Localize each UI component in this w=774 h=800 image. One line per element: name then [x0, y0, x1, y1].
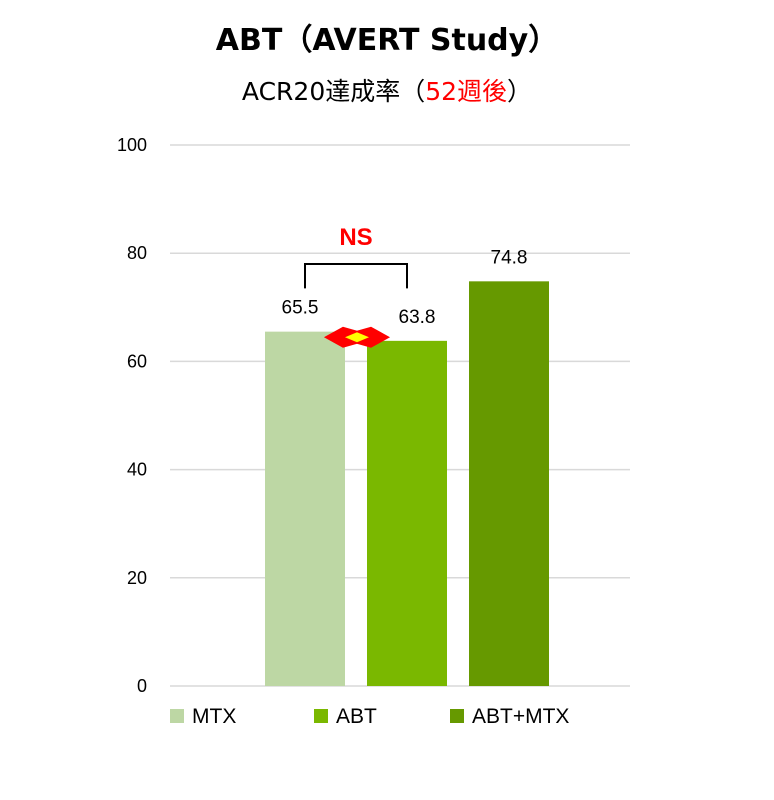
subtitle-highlight: 52週後 — [425, 77, 507, 106]
y-tick-label: 40 — [127, 460, 147, 480]
data-label: 74.8 — [491, 247, 528, 268]
legend-label: ABT+MTX — [472, 705, 569, 728]
difference-arrow-center — [345, 332, 369, 343]
data-labels: 65.5 63.8 74.8 — [282, 247, 528, 328]
significance-annotation: NS — [304, 224, 408, 348]
legend-label: ABT — [336, 705, 377, 728]
legend: MTX ABT ABT+MTX — [170, 705, 569, 728]
ns-label: NS — [339, 224, 372, 251]
significance-bracket — [304, 263, 408, 289]
y-tick-label: 80 — [127, 243, 147, 263]
y-tick-label: 0 — [137, 676, 147, 696]
data-label: 63.8 — [399, 307, 436, 328]
legend-swatch — [170, 709, 184, 723]
chart-subtitle: ACR20達成率（52週後） — [242, 77, 532, 106]
chart-title: ABT（AVERT Study） — [216, 23, 558, 58]
y-axis-ticks: 0 20 40 60 80 100 — [117, 135, 147, 696]
legend-swatch — [450, 709, 464, 723]
bars — [265, 281, 549, 686]
y-tick-label: 100 — [117, 135, 147, 155]
bar-abt — [367, 340, 447, 686]
y-tick-label: 20 — [127, 568, 147, 588]
subtitle-prefix: ACR20達成率（ — [242, 77, 425, 106]
subtitle-suffix: ） — [507, 77, 532, 106]
bar-mtx — [265, 331, 345, 686]
data-label: 65.5 — [282, 298, 319, 319]
legend-swatch — [314, 709, 328, 723]
bar-abt-mtx — [469, 281, 549, 686]
legend-label: MTX — [192, 705, 236, 728]
y-tick-label: 60 — [127, 351, 147, 371]
